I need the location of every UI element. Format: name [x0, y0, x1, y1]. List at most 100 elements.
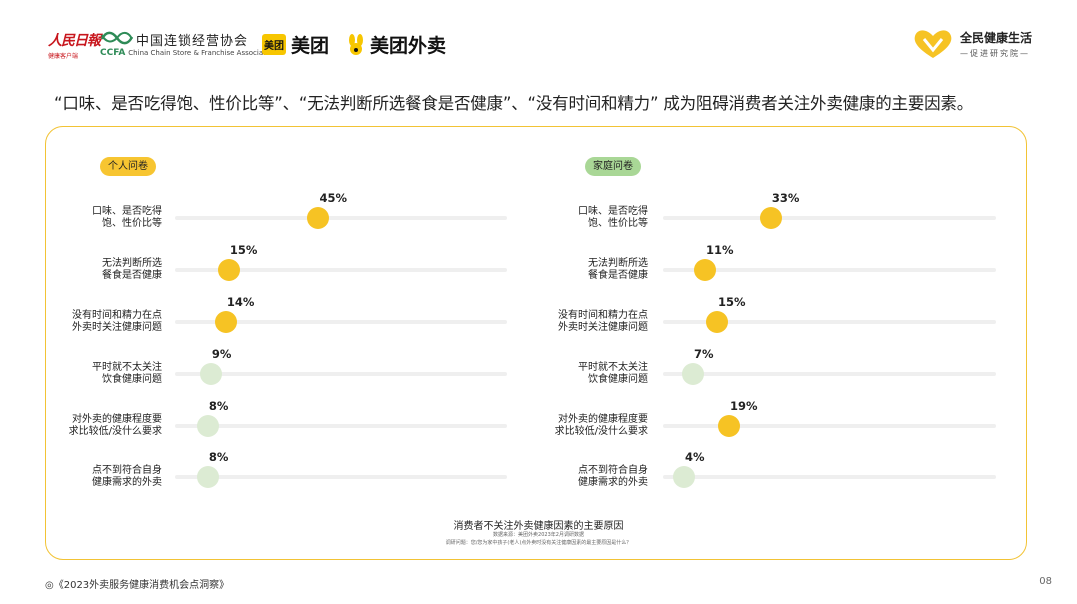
category-label: 对外卖的健康程度要 求比较低/没什么要求: [32, 414, 162, 438]
data-label: 11%: [705, 243, 734, 257]
bar-track: [175, 372, 507, 376]
data-point: [307, 207, 330, 229]
data-label: 45%: [319, 191, 347, 205]
category-label: 口味、是否吃得 饱、性价比等: [32, 206, 162, 230]
bar-track: [175, 475, 507, 479]
category-label-line: 饮食健康问题: [102, 374, 162, 385]
people-daily-logo-text: 人民日報: [48, 33, 101, 49]
category-label-line: 健康需求的外卖: [578, 477, 648, 488]
data-point: [693, 259, 716, 281]
report-title: ◎《2023外卖服务健康消费机会点洞察》: [45, 580, 230, 591]
data-label: 33%: [771, 191, 800, 205]
category-label-line: 餐食是否健康: [102, 270, 162, 281]
category-label: 平时就不太关注 饮食健康问题: [32, 362, 162, 386]
category-label-line: 求比较低/没什么要求: [554, 426, 648, 437]
category-label: 无法判断所选 餐食是否健康: [32, 258, 162, 282]
personal-survey-pill: 个人问卷: [100, 157, 156, 176]
data-point: [717, 415, 740, 437]
category-label-line: 口味、是否吃得: [578, 206, 648, 217]
bar-track: [175, 216, 507, 220]
bar-track: [175, 320, 507, 324]
page-number: 08: [1039, 576, 1052, 587]
health-institute-logo: 全民健康生活 —促进研究院—: [912, 28, 1032, 60]
institute-title: 全民健康生活: [960, 31, 1033, 45]
category-label-line: 对外卖的健康程度要: [72, 414, 162, 425]
bar-track: [175, 424, 507, 428]
family-survey-pill: 家庭问卷: [585, 157, 641, 176]
data-label: 15%: [229, 243, 258, 257]
ccfa-english-row: CCFA China Chain Store & Franchise Associ…: [100, 48, 277, 58]
data-point: [681, 363, 704, 385]
category-label-line: 外卖时关注健康问题: [72, 322, 162, 333]
bar-track: [663, 424, 996, 428]
category-label-line: 点不到符合自身: [578, 465, 648, 476]
kangaroo-icon: [349, 33, 363, 55]
category-label: 无法判断所选 餐食是否健康: [518, 258, 648, 282]
category-label-line: 无法判断所选: [102, 258, 162, 269]
data-point: [196, 415, 219, 437]
survey-question-note: 调研问题：您/您为家中孩子(老人)点外卖时没有关注健康因素的最主要原因是什么？: [445, 540, 632, 546]
meituan-badge: 美团: [262, 34, 286, 55]
category-label-line: 平时就不太关注: [578, 362, 648, 373]
data-label: 8%: [208, 399, 229, 413]
category-label-line: 对外卖的健康程度要: [558, 414, 648, 425]
people-daily-logo: 人民日報 健康客户端: [48, 30, 101, 60]
chart-panel: [45, 126, 1027, 560]
category-label: 点不到符合自身 健康需求的外卖: [32, 465, 162, 489]
data-label: 14%: [226, 295, 255, 309]
category-label-line: 饱、性价比等: [588, 218, 648, 229]
category-label: 没有时间和精力在点 外卖时关注健康问题: [518, 310, 648, 334]
ccfa-english-name: China Chain Store & Franchise Associatio…: [128, 49, 277, 57]
category-label: 对外卖的健康程度要 求比较低/没什么要求: [518, 414, 648, 438]
page-headline: “口味、是否吃得饱、性价比等”、“无法判断所选餐食是否健康”、“没有时间和精力”…: [54, 94, 974, 113]
category-label-line: 无法判断所选: [588, 258, 648, 269]
category-label: 口味、是否吃得 饱、性价比等: [518, 206, 648, 230]
category-label-line: 口味、是否吃得: [92, 206, 162, 217]
data-label: 9%: [211, 347, 232, 361]
category-label: 点不到符合自身 健康需求的外卖: [518, 465, 648, 489]
meituan-logo: 美团 美团: [262, 31, 329, 58]
ccfa-abbr: CCFA: [100, 48, 126, 58]
data-label: 4%: [684, 450, 705, 464]
data-source-note: 数据来源：美团外卖2023年2月调研数据: [493, 532, 584, 538]
data-point: [759, 207, 782, 229]
bar-track: [663, 475, 996, 479]
bar-track: [175, 268, 507, 272]
category-label-line: 点不到符合自身: [92, 465, 162, 476]
data-label: 19%: [729, 399, 758, 413]
data-point: [196, 466, 219, 488]
category-label-line: 平时就不太关注: [92, 362, 162, 373]
category-label: 没有时间和精力在点 外卖时关注健康问题: [32, 310, 162, 334]
category-label-line: 外卖时关注健康问题: [558, 322, 648, 333]
category-label-line: 健康需求的外卖: [92, 477, 162, 488]
category-label-line: 饮食健康问题: [588, 374, 648, 385]
meituan-waimai-name: 美团外卖: [370, 35, 447, 57]
category-label-line: 没有时间和精力在点: [558, 310, 648, 321]
category-label-line: 餐食是否健康: [588, 270, 648, 281]
institute-subtitle: —促进研究院—: [960, 49, 1030, 58]
category-label-line: 饱、性价比等: [102, 218, 162, 229]
ccfa-chinese-name: 中国连锁经营协会: [136, 34, 249, 49]
data-point: [705, 311, 728, 333]
ccfa-mark-icon: [100, 31, 134, 45]
bar-track: [663, 216, 996, 220]
meituan-name: 美团: [291, 35, 330, 57]
bar-track: [663, 320, 996, 324]
chart-caption: 消费者不关注外卖健康因素的主要原因: [453, 521, 624, 532]
data-label: 7%: [693, 347, 714, 361]
data-point: [199, 363, 222, 385]
heart-logo-icon: [914, 30, 952, 58]
bar-track: [663, 268, 996, 272]
category-label-line: 求比较低/没什么要求: [68, 426, 162, 437]
data-label: 8%: [208, 450, 229, 464]
category-label-line: 没有时间和精力在点: [72, 310, 162, 321]
category-label: 平时就不太关注 饮食健康问题: [518, 362, 648, 386]
people-daily-logo-sub: 健康客户端: [48, 53, 79, 60]
data-label: 15%: [717, 295, 746, 309]
meituan-waimai-logo: 美团外卖: [346, 31, 446, 58]
bar-track: [663, 372, 996, 376]
data-point: [214, 311, 237, 333]
data-point: [217, 259, 240, 281]
data-point: [672, 466, 695, 488]
